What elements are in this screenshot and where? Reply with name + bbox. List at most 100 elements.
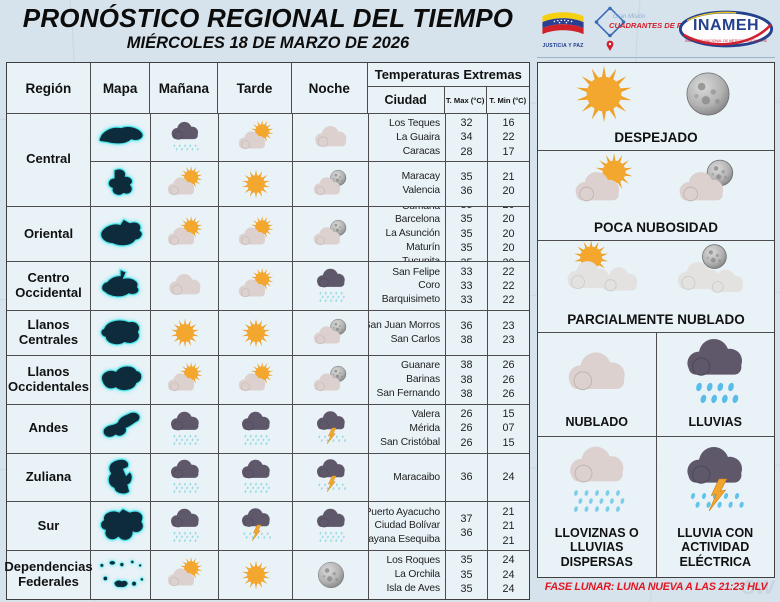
tmin-value: 21: [502, 170, 515, 183]
region-label: Llanos Centrales: [7, 311, 91, 355]
inameh-subtitle: INSTITUTO NACIONAL DE METEOROLOGÍA E HID…: [685, 39, 767, 43]
tmin-value: 15: [502, 408, 515, 421]
weather-icon-rain: [241, 411, 270, 445]
title-block: PRONÓSTICO REGIONAL DEL TIEMPO MIÉRCOLES…: [6, 3, 530, 53]
tmax-values: 26 26 26: [446, 404, 488, 453]
legend-icon-partly-sunny: [575, 153, 633, 202]
legend-cell: LLUVIA CON ACTIVIDAD ELÉCTRICA: [657, 437, 775, 577]
legend-row: POCA NUBOSIDAD: [538, 151, 774, 242]
tmin-value: 20: [502, 256, 514, 262]
legend-icon-holder: [657, 150, 759, 221]
region-subrows: Guanare Barinas San Fernando 38 38 38 26 26 26: [91, 356, 529, 404]
legend-icon-mostly-sun: [567, 240, 638, 292]
mission-name-label: CUADRANTES DE PAZ: [609, 21, 692, 30]
tmax-value: 28: [460, 145, 473, 158]
legend-label: LLOVIZNAS O LLUVIAS DISPERSAS: [554, 525, 639, 570]
tmin-value: 26: [502, 388, 515, 401]
weather-cell-afternoon: [219, 551, 293, 599]
weather-cell-afternoon: [219, 453, 293, 502]
legend-row: NUBLADO LLUVIAS: [538, 333, 774, 438]
region-subrows: Puerto Ayacucho Ciudad Bolívar Guayana Ese…: [91, 502, 529, 551]
weather-cell-morning: [151, 453, 219, 502]
weather-cell-afternoon: [219, 356, 293, 404]
map-cell: [91, 262, 151, 311]
tmin-value: 22: [502, 294, 515, 307]
legend-label: LLUVIA CON ACTIVIDAD ELÉCTRICA: [677, 525, 754, 570]
forecast-subrow: Maracay Valencia 35 36 21 20: [91, 161, 529, 206]
city-list: Puerto Ayacucho Ciudad Bolívar Guayana Ese…: [369, 502, 446, 551]
weather-cell-morning: [151, 311, 219, 355]
tmax-value: 38: [460, 373, 473, 386]
weather-cell-afternoon: [219, 162, 293, 206]
tmin-value: 21: [502, 520, 515, 533]
weather-icon-moon: [317, 562, 344, 589]
column-header-morning: Mañana: [150, 63, 219, 113]
tmax-value: 35: [460, 170, 473, 183]
region-map-icon-central-norte: [98, 125, 144, 145]
weather-cell-night: [293, 356, 369, 404]
weather-icon-storm: [316, 459, 346, 493]
region-row: Oriental CumanaBarcelona La AsunciónMatur…: [7, 206, 529, 263]
weather-icon-moon-cloud: [313, 219, 346, 246]
tmin-values: 22 22 22: [488, 262, 529, 310]
weather-icon-drizzle: [171, 121, 199, 151]
region-row: Llanos Occidentales Guanare Barinas San Fe…: [7, 356, 529, 405]
page-subtitle: MIÉRCOLES 18 DE MARZO DE 2026: [126, 34, 410, 52]
tmin-value: 24: [502, 583, 515, 596]
weather-icon-storm: [316, 410, 346, 444]
city-list: Guanare Barinas San Fernando: [369, 356, 446, 404]
legend-icon-holder: [553, 61, 655, 132]
tmax-value: 35: [460, 256, 472, 262]
legend-label: POCA NUBOSIDAD: [593, 220, 718, 236]
region-subrows: Los Roques La Orchila Isla de Aves 35 35 35 24…: [91, 551, 529, 599]
tmin-values: 21 21 21: [488, 502, 529, 550]
region-subrows: Maracaibo 36 24: [91, 453, 529, 502]
forecast-subrow: San Felipe Coro Barquisimeto 33 33 33 22 22 22: [91, 262, 529, 311]
city-name: Cumana: [402, 207, 440, 214]
tmin-value: 26: [502, 359, 515, 372]
tmax-value: 36: [460, 527, 473, 540]
region-label: Llanos Occidentales: [7, 356, 91, 404]
region-label: Sur: [7, 502, 91, 551]
tmin-value: 07: [502, 422, 515, 435]
tmin-value: 24: [502, 471, 515, 484]
legend-panel: DESPEJADO POCA NUBOSIDAD PARCIALMENTE NU…: [537, 62, 775, 578]
weather-icon-moon-cloud: [313, 318, 346, 345]
weather-icon-partly-sunny: [238, 215, 273, 246]
city-name: Valencia: [402, 184, 440, 196]
legend-label: DESPEJADO: [614, 130, 698, 146]
forecast-subrow: Maracaibo 36 24: [91, 453, 529, 502]
tmax-value: 36: [460, 319, 473, 332]
quadrant-icon: [594, 6, 626, 51]
city-list: Los Roques La Orchila Isla de Aves: [369, 551, 446, 599]
weather-icon-storm: [241, 508, 271, 542]
map-cell: [91, 356, 151, 404]
legend-icon-rain-blue: [687, 338, 743, 404]
city-name: Los Roques: [386, 555, 441, 567]
weather-cell-night: [293, 114, 369, 162]
forecast-table: Región Mapa Mañana Tarde Noche Temperatu…: [4, 62, 530, 600]
column-header-region: Región: [7, 63, 91, 113]
tmin-value: 22: [502, 131, 515, 144]
tmax-value: 35: [460, 568, 473, 581]
tmin-value: 23: [502, 319, 515, 332]
city-name: Maracay: [401, 171, 441, 183]
region-map-icon-sur: [99, 508, 144, 542]
tmin-value: 24: [502, 554, 515, 567]
legend-icon-holder: [553, 240, 655, 312]
city-name: Los Teques: [389, 117, 440, 129]
mission-top-label: Gran Misión: [613, 14, 646, 20]
forecast-subrow: Los Roques La Orchila Isla de Aves 35 35 35 24…: [91, 551, 529, 599]
region-map-icon-llanos-centrales: [99, 319, 140, 346]
region-label: Oriental: [7, 206, 91, 262]
tmin-value: 22: [502, 265, 515, 278]
column-header-tmin: T. Min (°C): [489, 95, 527, 105]
map-cell: [91, 502, 151, 551]
header-divider: [537, 57, 775, 58]
legend-icons: [538, 151, 774, 220]
region-subrows: San Juan Morros San Carlos 36 38 23 23: [91, 311, 529, 355]
city-name: La Guaira: [396, 131, 440, 143]
tmin-value: 16: [502, 116, 515, 129]
